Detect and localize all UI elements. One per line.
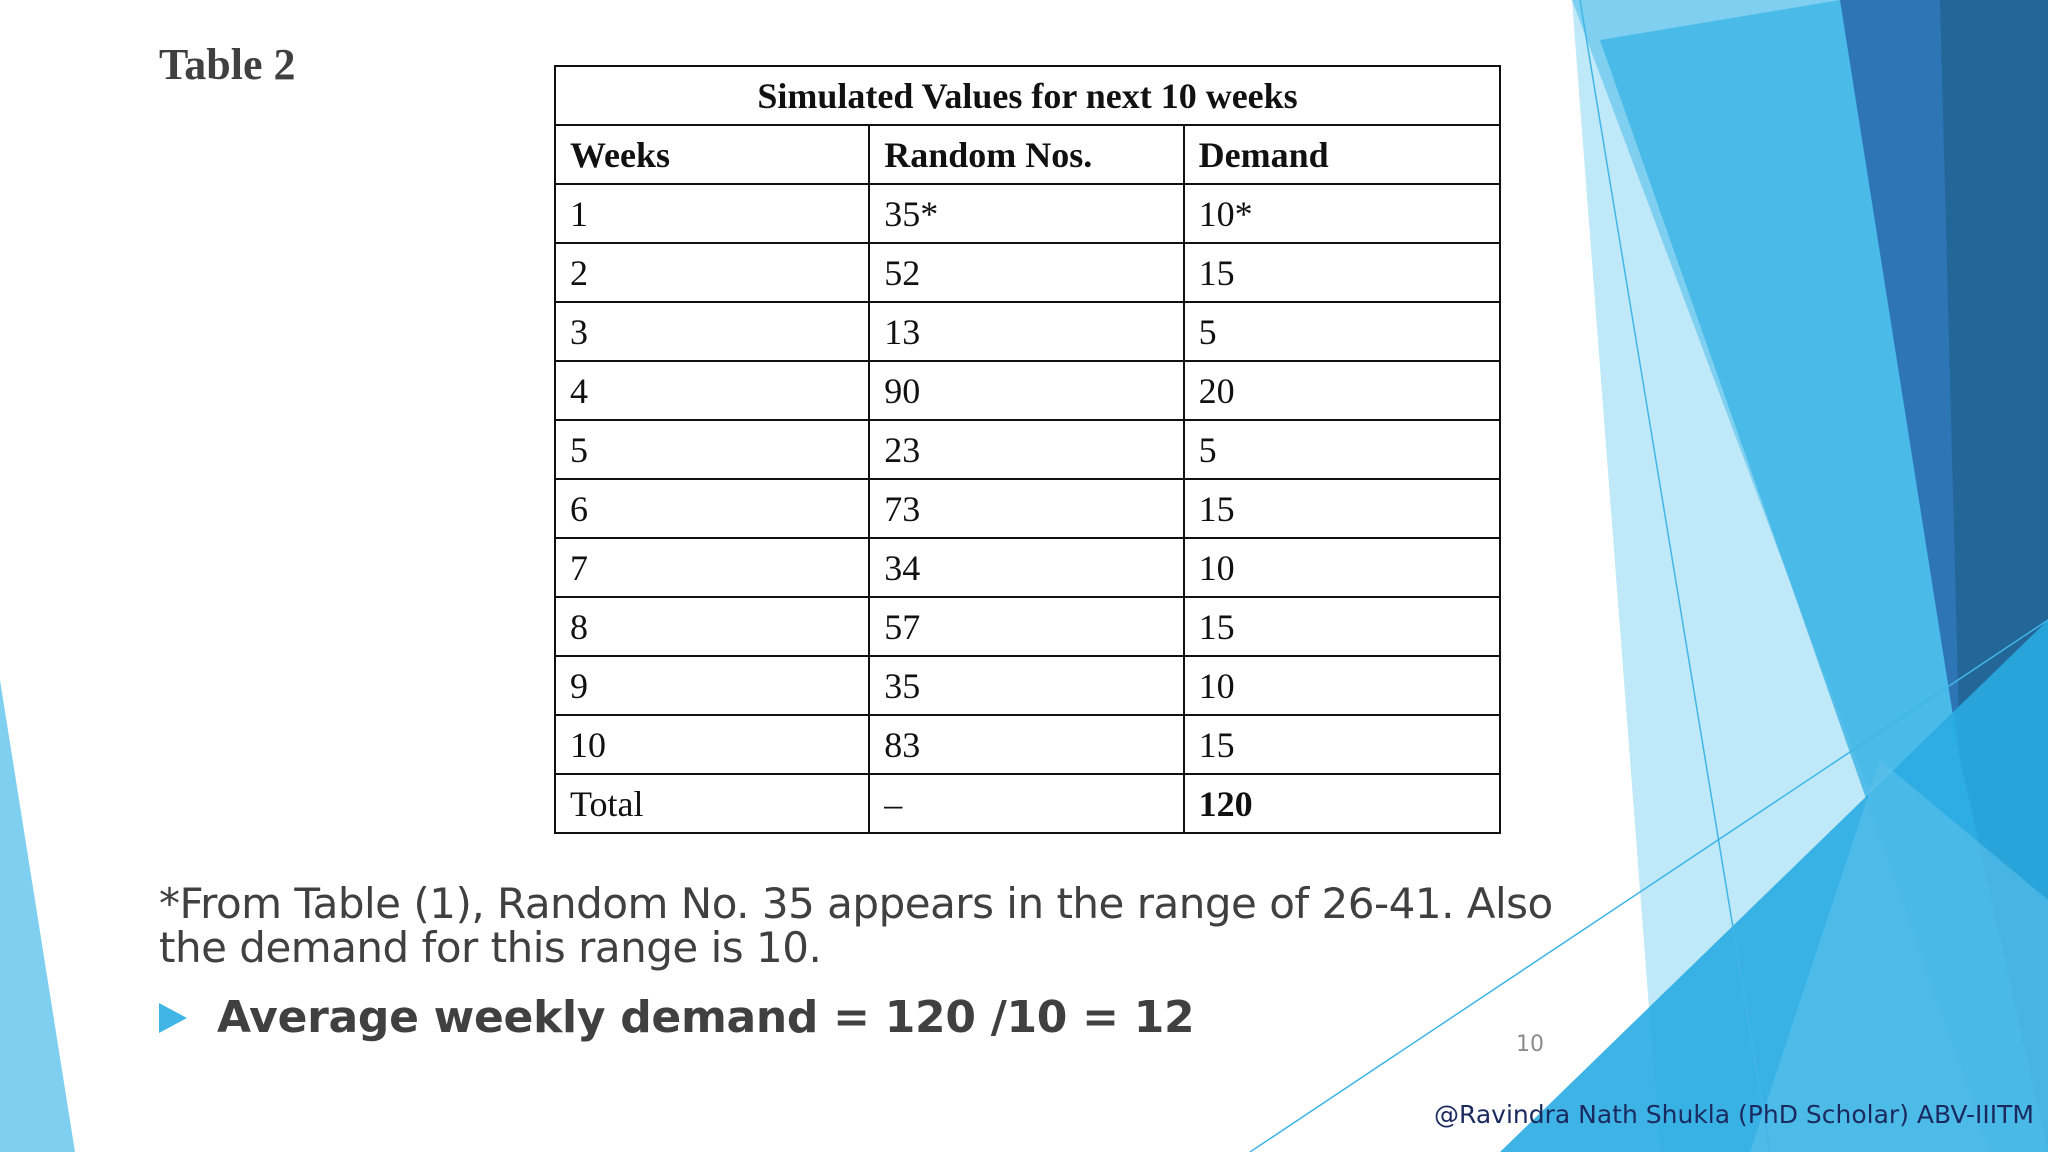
table-header-row: Weeks Random Nos. Demand (553, 124, 1502, 185)
table-label: Table 2 (159, 40, 296, 89)
table-row: 6 73 15 (553, 478, 1502, 539)
table-row: 8 57 15 (553, 596, 1502, 657)
demand-cell: 10* (1182, 183, 1502, 244)
week-cell: 6 (553, 478, 871, 539)
simulation-table: Simulated Values for next 10 weeks Weeks… (553, 65, 1502, 834)
week-cell: 9 (553, 655, 871, 716)
demand-cell: 15 (1182, 714, 1502, 775)
demand-cell: 15 (1182, 596, 1502, 657)
triangle-right-icon (159, 1003, 187, 1033)
author-credit: @Ravindra Nath Shukla (PhD Scholar) ABV-… (1434, 1100, 2034, 1129)
demand-cell: 5 (1182, 419, 1502, 480)
left-accent-shape (0, 680, 75, 1152)
demand-cell: 15 (1182, 478, 1502, 539)
random-number-cell: 52 (868, 242, 1185, 303)
table-row: 3 13 5 (553, 301, 1502, 362)
random-number-cell: 23 (868, 419, 1185, 480)
thin-diagonal-line-1 (1579, 0, 1771, 1152)
table-row: 9 35 10 (553, 655, 1502, 716)
column-header-random-nos: Random Nos. (868, 124, 1185, 185)
total-label-cell: Total (553, 773, 871, 834)
average-demand-bullet: Average weekly demand = 120 /10 = 12 (159, 992, 1195, 1044)
column-header-weeks: Weeks (553, 124, 871, 185)
table-row: 1 35* 10* (553, 183, 1502, 244)
random-number-cell: 83 (868, 714, 1185, 775)
total-random-cell: – (868, 773, 1185, 834)
random-number-cell: 73 (868, 478, 1185, 539)
table-row: 2 52 15 (553, 242, 1502, 303)
week-cell: 5 (553, 419, 871, 480)
random-number-cell: 35 (868, 655, 1185, 716)
week-cell: 4 (553, 360, 871, 421)
week-cell: 7 (553, 537, 871, 598)
random-number-cell: 57 (868, 596, 1185, 657)
table-row: 5 23 5 (553, 419, 1502, 480)
week-cell: 1 (553, 183, 871, 244)
total-demand-cell: 120 (1182, 773, 1502, 834)
demand-cell: 5 (1182, 301, 1502, 362)
demand-cell: 15 (1182, 242, 1502, 303)
table-row: 10 83 15 (553, 714, 1502, 775)
column-header-demand: Demand (1182, 124, 1502, 185)
bottom-light-triangle (1750, 760, 2048, 1152)
table-row: 7 34 10 (553, 537, 1502, 598)
week-cell: 2 (553, 242, 871, 303)
random-number-cell: 34 (868, 537, 1185, 598)
footnote-text: *From Table (1), Random No. 35 appears i… (159, 879, 1553, 972)
random-number-cell: 90 (868, 360, 1185, 421)
thin-diagonal-line-2 (1249, 619, 2048, 1152)
table-caption-row: Simulated Values for next 10 weeks (554, 65, 1501, 126)
week-cell: 10 (553, 714, 871, 775)
week-cell: 3 (553, 301, 871, 362)
week-cell: 8 (553, 596, 871, 657)
random-number-cell: 13 (868, 301, 1185, 362)
demand-cell: 10 (1182, 655, 1502, 716)
table-caption: Simulated Values for next 10 weeks (554, 65, 1501, 126)
demand-cell: 10 (1182, 537, 1502, 598)
average-demand-text: Average weekly demand = 120 /10 = 12 (217, 992, 1195, 1043)
table-total-row: Total – 120 (553, 773, 1502, 834)
table-row: 4 90 20 (553, 360, 1502, 421)
random-number-cell: 35* (868, 183, 1185, 244)
demand-cell: 20 (1182, 360, 1502, 421)
page-number: 10 (1516, 1032, 1544, 1057)
